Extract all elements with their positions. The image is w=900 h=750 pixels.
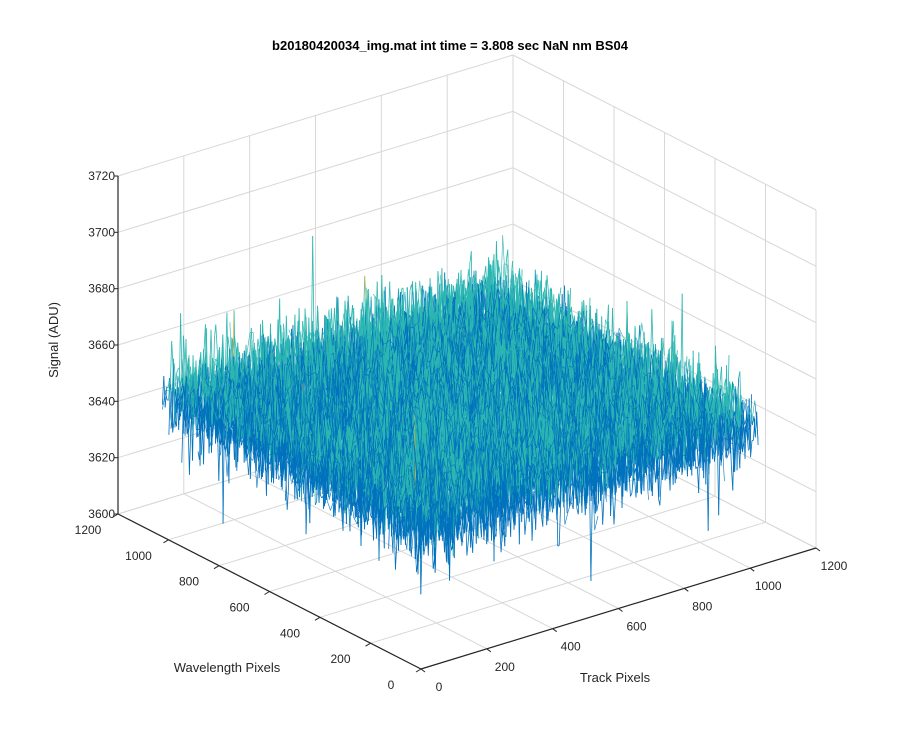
grid-line — [117, 223, 514, 346]
surface-segment — [433, 295, 436, 321]
surface-segment — [165, 393, 168, 400]
surface-segment — [330, 308, 334, 333]
surface-segment — [310, 235, 314, 352]
surface-segment — [168, 384, 171, 435]
surface-segment — [497, 260, 500, 283]
surface-segment — [189, 426, 192, 475]
surface-segment — [168, 379, 171, 401]
surface-mesh — [162, 235, 759, 595]
surface-segment — [202, 350, 205, 365]
surface-segment — [244, 376, 247, 383]
surface-segment — [176, 368, 179, 373]
surface-segment — [437, 271, 440, 289]
surface-segment — [174, 399, 177, 428]
surface-segment — [267, 336, 270, 352]
surface-segment — [355, 329, 358, 343]
surface-segment — [244, 355, 247, 374]
surface-segment — [332, 307, 335, 335]
surface-segment — [409, 284, 412, 291]
surface-segment — [349, 320, 352, 325]
surface-segment — [190, 374, 193, 395]
surface-segment — [225, 312, 228, 367]
grid-line — [319, 495, 716, 618]
grid-line — [512, 223, 817, 380]
surface-segment — [197, 433, 200, 438]
surface-segment — [496, 241, 499, 284]
surface-segment — [559, 287, 562, 299]
surface-segment — [344, 309, 347, 339]
surface-segment — [411, 284, 414, 293]
surface-segment — [259, 356, 262, 362]
surface-segment — [318, 332, 321, 351]
surface-segment — [347, 295, 351, 325]
surface-segment — [498, 266, 501, 274]
surface-segment — [398, 288, 401, 307]
grid-line — [512, 167, 817, 324]
surface-segment — [226, 362, 230, 381]
surface-segment — [177, 396, 180, 402]
surface-segment — [337, 297, 340, 355]
surface-segment — [171, 340, 174, 369]
surface-segment — [334, 307, 337, 341]
surface-segment — [178, 313, 181, 397]
surface-segment — [257, 338, 260, 349]
surface-segment — [354, 341, 357, 344]
surface-segment — [187, 420, 190, 475]
surface-segment — [203, 382, 206, 410]
grid-line — [512, 54, 817, 211]
surface-segment — [315, 305, 318, 339]
surface-segment — [184, 376, 187, 436]
surface-segment — [461, 283, 464, 290]
grid-line — [117, 110, 514, 233]
surface-segment — [175, 372, 178, 387]
surface-segment — [274, 343, 277, 350]
grid-line — [117, 167, 514, 290]
surface-segment — [312, 235, 315, 349]
surface-segment — [546, 275, 549, 292]
grid-line — [512, 110, 817, 267]
surface-segment — [222, 334, 225, 377]
surface-segment — [183, 335, 186, 364]
surface-segment — [243, 355, 246, 369]
surface-segment — [302, 320, 305, 338]
surface-segment — [270, 333, 273, 365]
surface-segment — [163, 375, 166, 408]
surface-segment — [458, 295, 461, 305]
grid-line — [117, 54, 514, 177]
surface-segment — [169, 340, 173, 385]
surface-segment — [387, 281, 391, 326]
surface-segment — [280, 325, 283, 352]
surface-segment — [180, 313, 183, 383]
surface-segment — [364, 275, 367, 300]
surface-segment — [317, 305, 320, 337]
surface-segment — [192, 372, 195, 431]
surface-segment — [181, 409, 184, 463]
surface-segment — [162, 375, 165, 405]
surface-segment — [288, 335, 291, 363]
grid-line — [370, 521, 766, 644]
surface-segment — [492, 254, 495, 291]
surface-segment — [227, 336, 230, 349]
surface-segment — [248, 354, 251, 369]
surface-segment — [376, 281, 379, 324]
surface-segment — [195, 385, 198, 431]
surface-segment — [215, 324, 218, 350]
surface-segment — [187, 426, 190, 435]
surface-segment — [313, 339, 316, 345]
surface-segment — [172, 419, 175, 433]
surface-segment — [217, 349, 220, 389]
surface-segment — [187, 384, 191, 418]
